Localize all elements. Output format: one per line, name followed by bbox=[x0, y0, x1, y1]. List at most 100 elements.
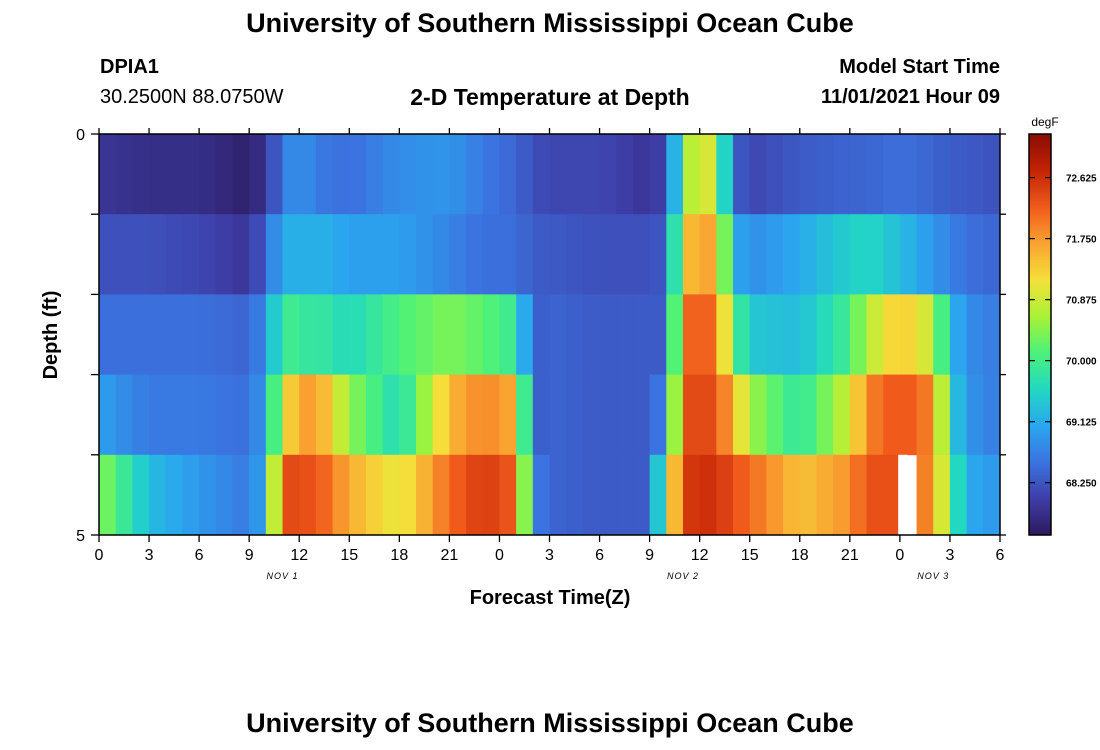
heatmap-cell bbox=[416, 374, 434, 456]
heatmap-cell bbox=[532, 294, 550, 375]
heatmap-cell bbox=[99, 294, 117, 375]
heatmap-cell bbox=[282, 374, 300, 456]
colorbar-tick-label: 70.000 bbox=[1066, 357, 1097, 368]
heatmap-cell bbox=[499, 214, 517, 295]
x-tick-label: 0 bbox=[895, 547, 904, 564]
heatmap-cell bbox=[733, 214, 751, 295]
heatmap-cell bbox=[599, 134, 617, 215]
heatmap-cell bbox=[699, 134, 717, 215]
heatmap-cell bbox=[866, 294, 884, 375]
heatmap-cell bbox=[899, 294, 917, 375]
x-tick-label: 0 bbox=[495, 547, 504, 564]
heatmap-cell bbox=[783, 214, 801, 295]
heatmap-cell bbox=[149, 374, 167, 456]
heatmap-cell bbox=[733, 374, 751, 456]
heatmap-cell bbox=[766, 374, 784, 456]
heatmap-cell bbox=[682, 454, 701, 536]
heatmap-cell bbox=[649, 294, 667, 375]
heatmap-cell bbox=[365, 454, 384, 536]
chart-subtitle: 2-D Temperature at Depth bbox=[410, 84, 690, 110]
heatmap-cell bbox=[382, 294, 400, 375]
heatmap-cell bbox=[182, 374, 200, 456]
heatmap-cell bbox=[949, 454, 968, 536]
heatmap-cell bbox=[649, 214, 667, 295]
heatmap-cell bbox=[883, 454, 901, 536]
heatmap-cell bbox=[899, 134, 917, 215]
heatmap-cell bbox=[365, 134, 384, 215]
heatmap-cell bbox=[733, 454, 751, 536]
x-tick-label: 21 bbox=[841, 547, 859, 564]
heatmap-cell bbox=[666, 134, 684, 215]
heatmap-cell bbox=[532, 454, 550, 536]
heatmap-cell bbox=[933, 294, 951, 375]
heatmap-cell bbox=[215, 454, 233, 536]
heatmap-cell bbox=[816, 134, 834, 215]
heatmap-cell bbox=[449, 454, 467, 536]
heatmap-cell bbox=[299, 214, 317, 295]
heatmap-cell bbox=[432, 134, 450, 215]
heatmap-cell bbox=[332, 374, 350, 456]
colorbar: degF 72.625 71.750 70.875 70.000 69.125 68.25… bbox=[1028, 115, 1097, 536]
heatmap-cell bbox=[716, 294, 734, 375]
heatmap-cell bbox=[365, 294, 384, 375]
heatmap-cell bbox=[616, 374, 634, 456]
heatmap-cell bbox=[165, 134, 183, 215]
heatmap-cell bbox=[799, 454, 817, 536]
heatmap-cell bbox=[616, 454, 634, 536]
x-tick-label: 12 bbox=[691, 547, 709, 564]
heatmap-cell bbox=[516, 454, 534, 536]
heatmap-cell bbox=[599, 294, 617, 375]
heatmap-cell bbox=[232, 134, 250, 215]
heatmap-cell bbox=[282, 294, 300, 375]
heatmap-cell bbox=[582, 294, 600, 375]
heatmap-cell bbox=[299, 294, 317, 375]
heatmap-cell bbox=[849, 374, 867, 456]
heatmap-cell bbox=[315, 134, 333, 215]
heatmap-cell bbox=[949, 214, 968, 295]
heatmap-cell bbox=[282, 454, 300, 536]
heatmap-cell bbox=[99, 454, 117, 536]
heatmap-missing-cell bbox=[898, 454, 908, 536]
heatmap-cell bbox=[516, 214, 534, 295]
heatmap-cell bbox=[299, 374, 317, 456]
footer-title: University of Southern Mississippi Ocean… bbox=[246, 708, 854, 738]
heatmap-cell bbox=[799, 374, 817, 456]
x-tick-label: 6 bbox=[595, 547, 604, 564]
heatmap-cell bbox=[432, 294, 450, 375]
heatmap-cell bbox=[549, 214, 567, 295]
heatmap-cell bbox=[899, 374, 917, 456]
heatmap-cell bbox=[966, 134, 984, 215]
heatmap-cell bbox=[549, 374, 567, 456]
heatmap-cell bbox=[749, 294, 767, 375]
heatmap-cell bbox=[416, 134, 434, 215]
heatmap-cell bbox=[866, 214, 884, 295]
heatmap-cell bbox=[399, 294, 417, 375]
heatmap-cell bbox=[949, 374, 968, 456]
heatmap-cell bbox=[399, 134, 417, 215]
colorbar-tick-label: 71.750 bbox=[1066, 235, 1097, 246]
heatmap-cell bbox=[566, 454, 584, 536]
heatmap-cell bbox=[833, 294, 851, 375]
heatmap-cell bbox=[499, 134, 517, 215]
heatmap-cell bbox=[265, 214, 283, 295]
heatmap-cell bbox=[466, 134, 484, 215]
heatmap-cell bbox=[599, 214, 617, 295]
heatmap-cell bbox=[99, 134, 117, 215]
heatmap-cell bbox=[549, 134, 567, 215]
heatmap-cell bbox=[132, 134, 150, 215]
heatmap-cell bbox=[315, 454, 333, 536]
heatmap-cell bbox=[666, 374, 684, 456]
heatmap-cell bbox=[766, 214, 784, 295]
colorbar-tick-label: 68.250 bbox=[1066, 479, 1097, 490]
heatmap-cell bbox=[315, 214, 333, 295]
heatmap-cell bbox=[566, 294, 584, 375]
heatmap-cell bbox=[599, 454, 617, 536]
heatmap-cell bbox=[866, 134, 884, 215]
heatmap-cell bbox=[232, 454, 250, 536]
heatmap-cell bbox=[265, 134, 283, 215]
heatmap-cell bbox=[199, 214, 217, 295]
heatmap-cell bbox=[532, 214, 550, 295]
heatmap-cell bbox=[332, 454, 350, 536]
colorbar-tick-label: 70.875 bbox=[1066, 296, 1097, 307]
heatmap-cell bbox=[799, 294, 817, 375]
